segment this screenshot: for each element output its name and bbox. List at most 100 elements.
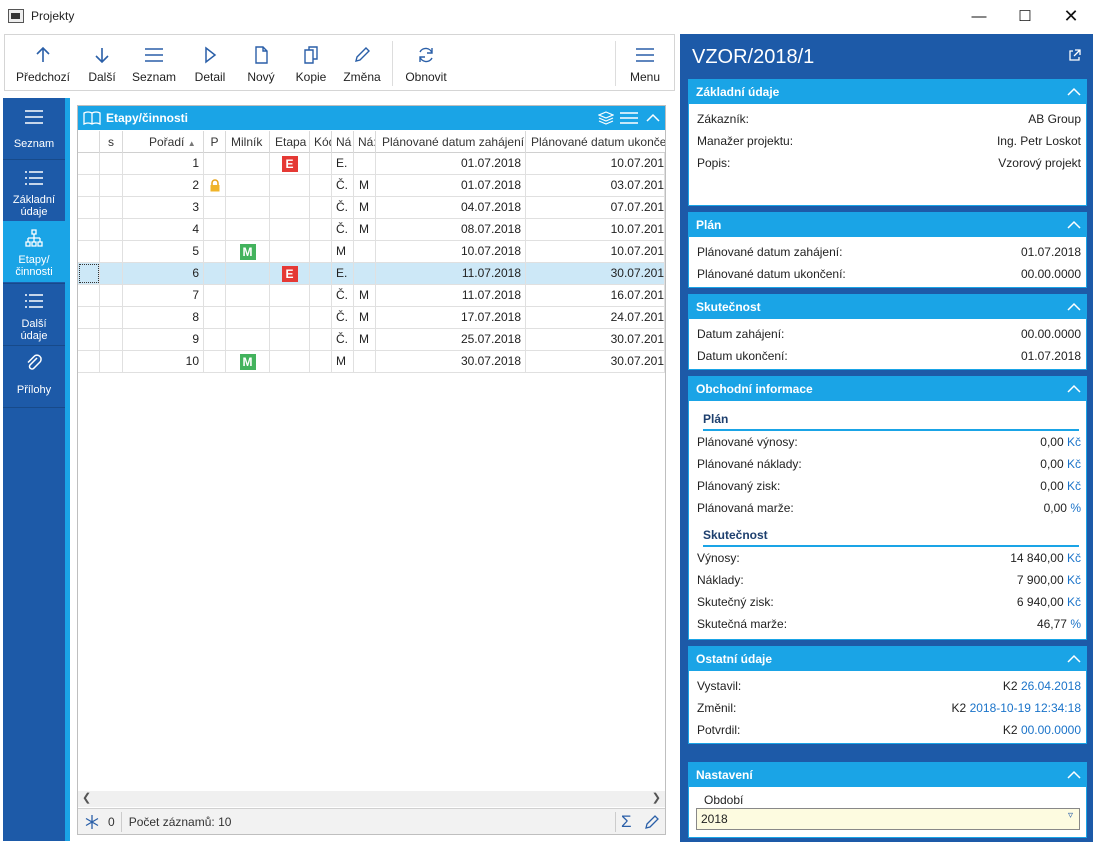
new-button[interactable]: Nový bbox=[241, 35, 281, 92]
period-select[interactable]: 2018 ▿ bbox=[696, 808, 1080, 830]
col-order[interactable]: Pořadí ▲ bbox=[123, 131, 204, 153]
col-planned-end[interactable]: Plánované datum ukonče bbox=[531, 135, 665, 149]
chevron-up-icon[interactable] bbox=[1066, 299, 1082, 315]
row-selector-cell bbox=[78, 197, 100, 218]
section-header[interactable]: Plán bbox=[689, 213, 1086, 237]
play-icon bbox=[205, 46, 217, 64]
menu-button[interactable]: Menu bbox=[623, 35, 667, 92]
table-row[interactable]: 6 E E. 11.07.2018 30.07.201 bbox=[78, 263, 665, 285]
col-p[interactable]: P bbox=[204, 131, 226, 153]
pencil-icon[interactable] bbox=[644, 814, 660, 830]
copy-label: Kopie bbox=[295, 70, 327, 84]
unit: Kč bbox=[1066, 595, 1081, 609]
amount: 0,00 bbox=[1040, 457, 1064, 471]
planned-end-row: Plánované datum ukončení: 00.00.0000 bbox=[697, 265, 1081, 283]
s-cell bbox=[100, 175, 123, 196]
col-na1[interactable]: Ná bbox=[332, 131, 354, 153]
nav-label: Etapy/ činnosti bbox=[15, 254, 53, 278]
s-cell bbox=[100, 351, 123, 372]
sum-icon[interactable]: Σ bbox=[621, 812, 632, 831]
minimize-button[interactable]: — bbox=[971, 7, 987, 25]
snowflake-icon[interactable] bbox=[84, 814, 100, 830]
hamburger-icon[interactable] bbox=[619, 111, 639, 125]
col-code[interactable]: Kód bbox=[310, 131, 332, 153]
refresh-button[interactable]: Obnovit bbox=[401, 35, 451, 92]
field-value: 01.07.2018 bbox=[1020, 349, 1081, 363]
na1-cell: Č. bbox=[332, 307, 354, 328]
nav-item-attachments[interactable]: Přílohy bbox=[3, 346, 65, 407]
chevron-up-icon[interactable] bbox=[1066, 217, 1082, 233]
table-row[interactable]: 10 M M 30.07.2018 30.07.201 bbox=[78, 351, 665, 373]
horizontal-scrollbar[interactable]: ❮ ❯ bbox=[78, 791, 665, 807]
order-cell: 7 bbox=[123, 285, 204, 306]
col-planned-start[interactable]: Plánované datum zahájení bbox=[376, 131, 526, 153]
planned-start-cell: 04.07.2018 bbox=[376, 197, 526, 218]
planned-end-cell: 30.07.201 bbox=[526, 263, 665, 284]
grid-status-bar: 0 Počet záznamů: 10 Σ bbox=[78, 808, 665, 834]
chevron-up-icon[interactable] bbox=[1066, 651, 1082, 667]
chevron-up-icon[interactable] bbox=[645, 111, 661, 125]
milestone-cell bbox=[226, 175, 270, 196]
table-row[interactable]: 9 Č. M 25.07.2018 30.07.201 bbox=[78, 329, 665, 351]
section-header[interactable]: Obchodní informace bbox=[689, 377, 1086, 401]
menu-label: Menu bbox=[629, 70, 661, 84]
table-row[interactable]: 7 Č. M 11.07.2018 16.07.201 bbox=[78, 285, 665, 307]
table-row[interactable]: 2 Č. M 01.07.2018 03.07.201 bbox=[78, 175, 665, 197]
finance-row: Skutečná marže: 46,77 % bbox=[697, 615, 1081, 633]
table-row[interactable]: 5 M M 10.07.2018 10.07.201 bbox=[78, 241, 665, 263]
table-row[interactable]: 3 Č. M 04.07.2018 07.07.201 bbox=[78, 197, 665, 219]
col-stage[interactable]: Etapa bbox=[270, 131, 310, 153]
copy-button[interactable]: Kopie bbox=[291, 35, 331, 92]
amount: 0,00 bbox=[1043, 501, 1067, 515]
col-na2[interactable]: Ná: bbox=[354, 131, 376, 153]
chevron-up-icon[interactable] bbox=[1066, 767, 1082, 783]
scroll-right-icon[interactable]: ❯ bbox=[651, 792, 661, 804]
user: K2 bbox=[1002, 679, 1018, 693]
code-cell bbox=[310, 219, 332, 240]
table-row[interactable]: 4 Č. M 08.07.2018 10.07.201 bbox=[78, 219, 665, 241]
lock-icon bbox=[210, 179, 219, 192]
section-basic-data: Základní údaje Zákazník: AB Group Manažer… bbox=[688, 79, 1087, 206]
maximize-button[interactable]: ☐ bbox=[1018, 8, 1032, 25]
section-header[interactable]: Základní údaje bbox=[689, 80, 1086, 104]
stage-cell bbox=[270, 241, 310, 262]
section-header[interactable]: Skutečnost bbox=[689, 295, 1086, 319]
section-title: Základní údaje bbox=[696, 85, 780, 99]
detail-button[interactable]: Detail bbox=[189, 35, 231, 92]
layers-icon[interactable] bbox=[598, 111, 614, 125]
nav-item-other-data[interactable]: Další údaje bbox=[3, 284, 65, 345]
nav-label: Seznam bbox=[13, 138, 55, 150]
chevron-up-icon[interactable] bbox=[1066, 381, 1082, 397]
col-s[interactable]: s bbox=[100, 131, 123, 153]
chevron-up-icon[interactable] bbox=[1066, 84, 1082, 100]
scroll-left-icon[interactable]: ❮ bbox=[82, 792, 92, 804]
section-header[interactable]: Nastavení bbox=[689, 763, 1086, 787]
close-button[interactable]: ✕ bbox=[1063, 5, 1079, 26]
table-row[interactable]: 8 Č. M 17.07.2018 24.07.201 bbox=[78, 307, 665, 329]
section-header[interactable]: Ostatní údaje bbox=[689, 647, 1086, 671]
customer-row: Zákazník: AB Group bbox=[697, 110, 1081, 128]
popout-icon[interactable] bbox=[1068, 49, 1081, 62]
amount: 0,00 bbox=[1040, 479, 1064, 493]
unit: Kč bbox=[1066, 479, 1081, 493]
pencil-icon bbox=[355, 47, 370, 62]
s-cell bbox=[100, 307, 123, 328]
nav-item-basic-data[interactable]: Základní údaje bbox=[3, 160, 65, 220]
nav-item-list[interactable]: Seznam bbox=[3, 98, 65, 159]
p-cell bbox=[204, 329, 226, 350]
code-cell bbox=[310, 153, 332, 174]
col-milestone[interactable]: Milník bbox=[226, 131, 270, 153]
previous-button[interactable]: Předchozí bbox=[13, 35, 73, 92]
list-button[interactable]: Seznam bbox=[129, 35, 179, 92]
amount: 0,00 bbox=[1040, 435, 1064, 449]
next-button[interactable]: Další bbox=[81, 35, 123, 92]
planned-start-cell: 08.07.2018 bbox=[376, 219, 526, 240]
hamburger-icon bbox=[636, 48, 654, 62]
edit-button[interactable]: Změna bbox=[339, 35, 385, 92]
na1-cell: Č. bbox=[332, 175, 354, 196]
code-cell bbox=[310, 175, 332, 196]
field-value: 0,00 Kč bbox=[1040, 455, 1081, 473]
dropdown-icon[interactable]: ▿ bbox=[1067, 810, 1073, 821]
table-row[interactable]: 1 E E. 01.07.2018 10.07.201 bbox=[78, 153, 665, 175]
nav-item-stages[interactable]: Etapy/ činnosti bbox=[3, 221, 65, 282]
